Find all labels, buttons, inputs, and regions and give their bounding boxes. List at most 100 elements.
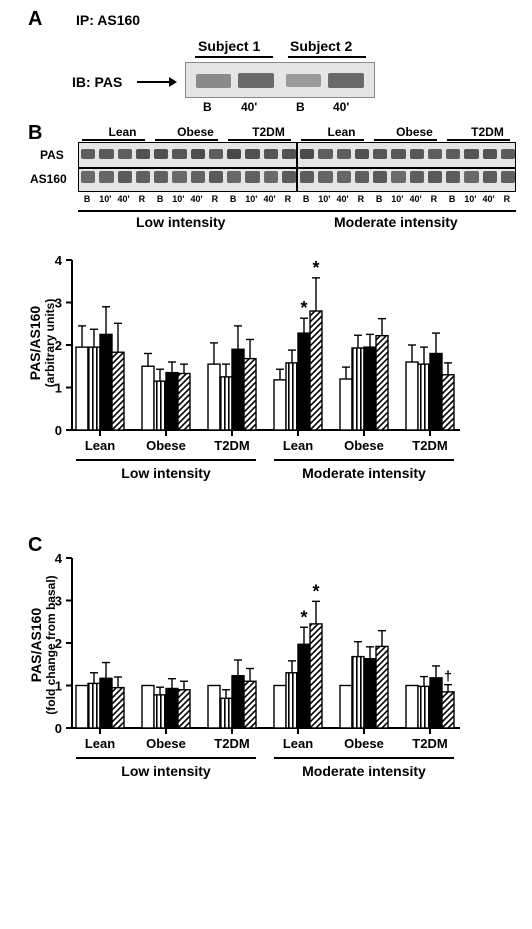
- blot-band: [483, 149, 497, 159]
- blotB-lane-10: 40': [261, 194, 279, 204]
- blot-band: [300, 171, 314, 183]
- chart-b: 01234LeanObeseT2DM**LeanObeseT2DMLow int…: [0, 248, 530, 508]
- blot-band: [136, 149, 150, 159]
- laneA-0: B: [203, 100, 212, 114]
- blot-band: [172, 149, 186, 159]
- blotB-lane-5: 10': [169, 194, 187, 204]
- blotB-low-label: Low intensity: [136, 214, 225, 230]
- blotB-low-underline: [78, 210, 297, 212]
- blotB-group-underline-5: [447, 139, 510, 141]
- subject1-underline: [195, 56, 273, 58]
- blotB-group-2: T2DM: [234, 125, 303, 139]
- svg-text:Obese: Obese: [344, 438, 384, 453]
- blotB-lane-12: B: [297, 194, 315, 204]
- blot-band: [464, 171, 478, 183]
- blotB-group-5: T2DM: [453, 125, 522, 139]
- blotB-lane-11: R: [279, 194, 297, 204]
- blotB-lane-18: 40': [407, 194, 425, 204]
- subject1-label: Subject 1: [198, 38, 260, 54]
- blot-band: [136, 171, 150, 183]
- blot-band: [264, 149, 278, 159]
- blot-band: [373, 149, 387, 159]
- blot-band: [464, 149, 478, 159]
- blot-band: [227, 171, 241, 183]
- chartB-ylabel-2: (arbitrary units): [43, 283, 57, 403]
- blot-band: [483, 171, 497, 183]
- blot-band: [209, 171, 223, 183]
- chartC-ylabel-1: PAS/AS160: [28, 560, 44, 730]
- svg-text:Lean: Lean: [85, 736, 115, 751]
- blot-band: [410, 171, 424, 183]
- svg-text:Obese: Obese: [344, 736, 384, 751]
- ip-label: IP: AS160: [76, 12, 140, 28]
- blot-band: [118, 149, 132, 159]
- blotB-lane-9: 10': [242, 194, 260, 204]
- blotB-lane-16: B: [370, 194, 388, 204]
- blotB-group-3: Lean: [307, 125, 376, 139]
- blot-band: [410, 149, 424, 159]
- svg-text:T2DM: T2DM: [214, 438, 249, 453]
- svg-text:Moderate intensity: Moderate intensity: [302, 465, 426, 481]
- svg-text:Obese: Obese: [146, 438, 186, 453]
- chartC-ylabel: PAS/AS160 (fold change from basal): [28, 560, 58, 730]
- blot-band: [99, 171, 113, 183]
- blot-band: [337, 149, 351, 159]
- svg-text:*: *: [300, 607, 307, 627]
- blotB-lane-3: R: [133, 194, 151, 204]
- blot-band: [209, 149, 223, 159]
- svg-text:4: 4: [55, 253, 63, 268]
- blot-band: [446, 171, 460, 183]
- blot-band: [391, 171, 405, 183]
- blotB-lane-19: R: [425, 194, 443, 204]
- blot-band: [446, 149, 460, 159]
- subject2-label: Subject 2: [290, 38, 352, 54]
- blot-band: [318, 149, 332, 159]
- blot-band: [355, 149, 369, 159]
- blotB-lane-17: 10': [388, 194, 406, 204]
- blot-band: [172, 171, 186, 183]
- svg-text:T2DM: T2DM: [412, 438, 447, 453]
- chartB-ylabel: PAS/AS160 (arbitrary units): [27, 283, 57, 403]
- svg-text:Moderate intensity: Moderate intensity: [302, 763, 426, 779]
- svg-text:Low intensity: Low intensity: [121, 763, 211, 779]
- blotB-lane-21: 10': [461, 194, 479, 204]
- svg-text:Lean: Lean: [283, 438, 313, 453]
- blotB-group-4: Obese: [380, 125, 449, 139]
- chartC-ylabel-2: (fold change from basal): [44, 560, 58, 730]
- blotB-left: [78, 142, 297, 192]
- blotB-row-pas: PAS: [40, 148, 64, 162]
- blotB-lane-20: B: [443, 194, 461, 204]
- subject2-underline: [288, 56, 366, 58]
- svg-text:Low intensity: Low intensity: [121, 465, 211, 481]
- blot-band: [428, 149, 442, 159]
- blotB-lane-22: 40': [480, 194, 498, 204]
- blot-band: [191, 149, 205, 159]
- laneA-1: 40': [241, 100, 257, 114]
- blot-band: [428, 171, 442, 183]
- blot-band: [81, 171, 95, 183]
- blotB-lane-6: 40': [188, 194, 206, 204]
- svg-text:†: †: [444, 668, 452, 684]
- svg-text:Lean: Lean: [283, 736, 313, 751]
- blotB-group-underline-3: [301, 139, 364, 141]
- svg-text:Obese: Obese: [146, 736, 186, 751]
- svg-text:*: *: [300, 298, 307, 318]
- svg-text:Lean: Lean: [85, 438, 115, 453]
- blotB-group-underline-1: [155, 139, 218, 141]
- blotB-mod-label: Moderate intensity: [334, 214, 458, 230]
- blotB-lane-7: R: [206, 194, 224, 204]
- chartB-ylabel-1: PAS/AS160: [27, 283, 43, 403]
- blot-band: [99, 149, 113, 159]
- svg-text:T2DM: T2DM: [214, 736, 249, 751]
- arrow-icon: [135, 74, 177, 90]
- blotB-lane-0: B: [78, 194, 96, 204]
- blot-band: [337, 171, 351, 183]
- svg-text:T2DM: T2DM: [412, 736, 447, 751]
- blot-band: [391, 149, 405, 159]
- blot-band: [154, 149, 168, 159]
- blotB-row-as160: AS160: [30, 172, 67, 186]
- blot-band: [282, 149, 296, 159]
- blotB-right: [297, 142, 516, 192]
- svg-text:0: 0: [55, 423, 62, 438]
- blot-band: [191, 171, 205, 183]
